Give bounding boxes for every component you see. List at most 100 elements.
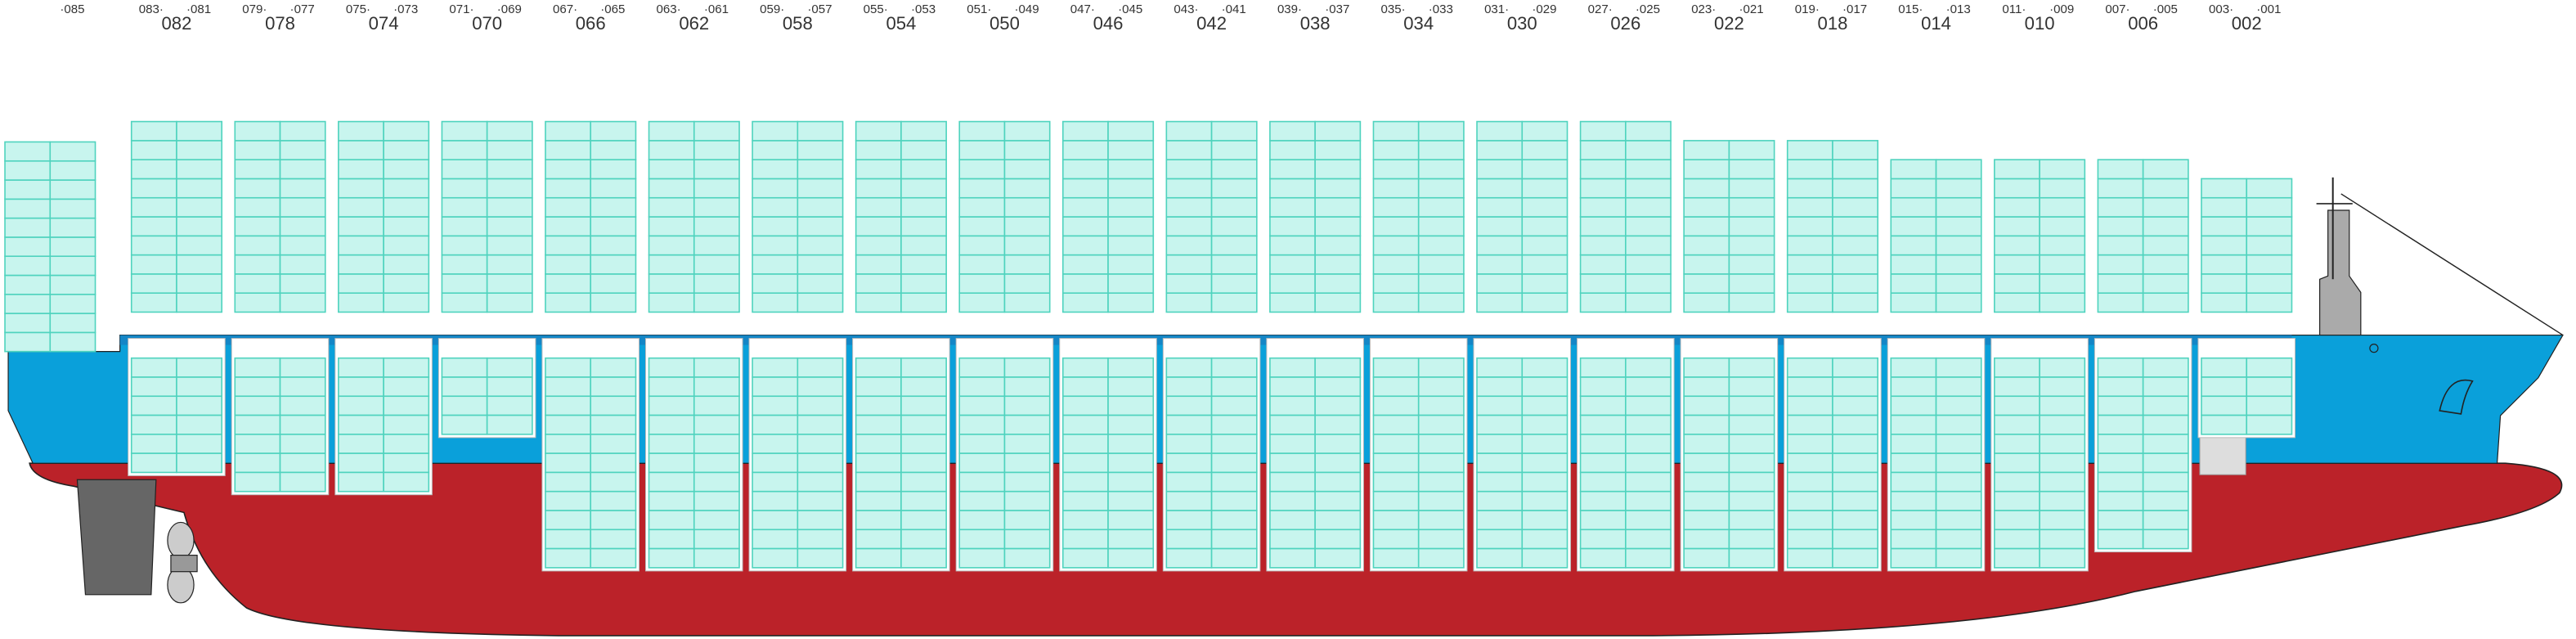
container [2142,216,2189,237]
container [176,196,223,218]
container [1728,510,1775,531]
container [383,120,430,142]
container [1210,471,1258,493]
container [338,452,384,474]
container [1935,452,1982,474]
container [1210,273,1258,294]
container [1476,357,1524,378]
container [900,490,947,511]
container [1269,434,1316,454]
container [383,292,430,313]
container [1210,376,1258,398]
container [130,273,177,294]
container [279,471,326,493]
container [1994,196,2040,218]
container [1372,357,1420,378]
bay-label: 079· [242,2,267,16]
container [1625,547,1672,569]
container [590,395,637,416]
bay-label: 071· [449,2,473,16]
container [1314,490,1362,511]
container [752,547,799,569]
container [1786,452,1833,474]
container [383,376,430,398]
container [1417,273,1465,294]
container [1786,196,1833,218]
container [752,357,799,378]
container [1625,235,1672,256]
container [1003,376,1051,398]
container [1417,159,1465,180]
container [1625,120,1672,142]
bay-number: 066 [576,13,606,34]
container [1061,471,1109,493]
container [1625,216,1672,237]
container [2201,357,2248,378]
container [1314,196,1362,218]
container [1372,120,1420,142]
container [1107,140,1155,160]
container [1269,357,1316,378]
container [1579,235,1627,256]
container [1372,452,1420,474]
container [1269,140,1316,160]
container [648,292,695,313]
container [1832,196,1879,218]
container [1165,196,1213,218]
container [2039,178,2086,199]
container [486,292,533,313]
container [958,395,1006,416]
container [1417,292,1465,313]
container [1372,140,1420,160]
container [1521,292,1568,313]
container [797,434,844,454]
container [1314,395,1362,416]
container [958,216,1006,237]
container [1890,471,1937,493]
container [1683,357,1730,378]
container [2097,159,2144,180]
container [1061,120,1109,142]
container [2142,357,2189,378]
container [1107,510,1155,531]
container [2097,254,2144,275]
container [4,313,52,334]
container [1372,254,1420,275]
container [693,216,740,237]
container [1210,395,1258,416]
container [1579,490,1627,511]
container [2097,490,2144,511]
container [1003,529,1051,550]
container [797,254,844,275]
container [2142,529,2189,550]
container [1890,490,1937,511]
container [1890,434,1937,454]
container [545,529,592,550]
container [752,273,799,294]
container [1579,292,1627,313]
container [1935,490,1982,511]
container [693,140,740,160]
container [1314,357,1362,378]
container [1107,471,1155,493]
bay-number: 010 [2025,13,2055,34]
container [1210,529,1258,550]
container [693,254,740,275]
container [1269,196,1316,218]
container [1786,235,1833,256]
container [590,140,637,160]
container [1625,490,1672,511]
container [49,255,96,277]
container [797,196,844,218]
container [1314,216,1362,237]
container [1728,471,1775,493]
container [1786,471,1833,493]
container [2039,216,2086,237]
container [1269,235,1316,256]
container [1210,292,1258,313]
bay-label: ·005 [2153,2,2178,16]
container [752,254,799,275]
container [1372,376,1420,398]
container [1165,414,1213,435]
container [1210,140,1258,160]
